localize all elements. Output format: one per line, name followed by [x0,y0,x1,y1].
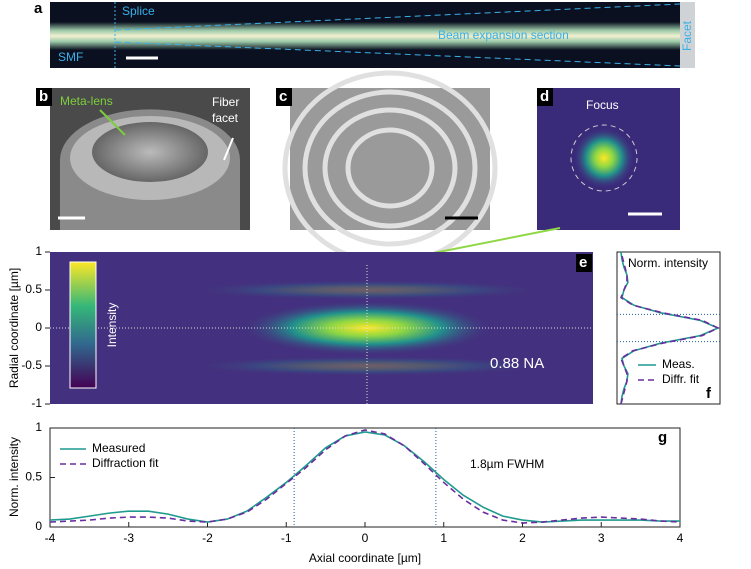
x-tick-label: 3 [598,531,605,545]
panel-label: c [279,88,287,105]
label: Focus [586,98,619,112]
series-line [49,429,681,524]
label-box [276,88,292,106]
plot-frame [49,427,681,528]
meta-lens [92,122,208,182]
legend-label: Meas. [662,357,695,371]
label: Beam expansion section [438,28,569,42]
beam-edge [114,3,681,31]
label: SMF [58,50,83,64]
y-tick-label: 1 [35,244,42,258]
plot-frame [616,251,721,405]
beam [50,22,680,50]
x-axis-label: Axial coordinate [µm] [309,551,421,565]
sidelobe [187,356,547,376]
panel-label: b [39,88,48,105]
x-tick-label: -1 [281,531,292,545]
label: Facet [680,20,694,51]
label-box [576,254,592,272]
y-tick-label: 0.5 [25,470,42,484]
x-tick-label: 1 [440,531,447,545]
y-tick-label: 0 [35,320,42,334]
series-line [49,431,680,523]
x-tick-label: 0 [362,531,369,545]
y-tick-label: 0 [35,519,42,533]
legend-label: Diffr. fit [662,372,700,386]
arrow [223,137,234,161]
x-tick-label: -3 [123,531,134,545]
y-tick-label: 1 [35,420,42,434]
x-tick-label: 4 [677,531,684,545]
label: facet [212,111,239,125]
y-tick-label: -0.5 [21,358,42,372]
annotation: 0.88 NA [490,355,544,372]
x-tick-label: 2 [519,531,526,545]
label: Meta-lens [60,94,113,108]
chart-title: Norm. intensity [628,256,708,270]
colorbar-label: Intensity [105,303,119,348]
y-axis-label: Norm. intensity [7,437,21,517]
y-tick-label: -1 [31,396,42,410]
label: Fiber [212,95,239,109]
panel-label: e [579,254,587,271]
label-box [537,88,553,106]
label: Splice [122,4,155,18]
x-tick-label: -4 [45,531,56,545]
x-tick-label: -2 [202,531,213,545]
series-line [619,251,720,405]
facet-region [680,2,695,68]
legend-label: Measured [92,441,145,455]
focus-spot [574,128,634,188]
arrow [99,109,126,136]
beam-edge [114,41,681,67]
colorbar [69,261,97,389]
y-axis-label: Radial coordinate [µm] [7,268,21,388]
label-box [36,88,52,106]
panel-label: d [540,88,549,105]
panel-label: f [706,385,712,402]
annotation: 1.8µm FWHM [470,457,544,471]
legend-label: Diffraction fit [92,456,159,470]
panel-label: g [658,429,667,446]
focus-circle [570,124,638,192]
y-tick-label: 0.5 [25,282,42,296]
panel-label: a [34,0,43,17]
